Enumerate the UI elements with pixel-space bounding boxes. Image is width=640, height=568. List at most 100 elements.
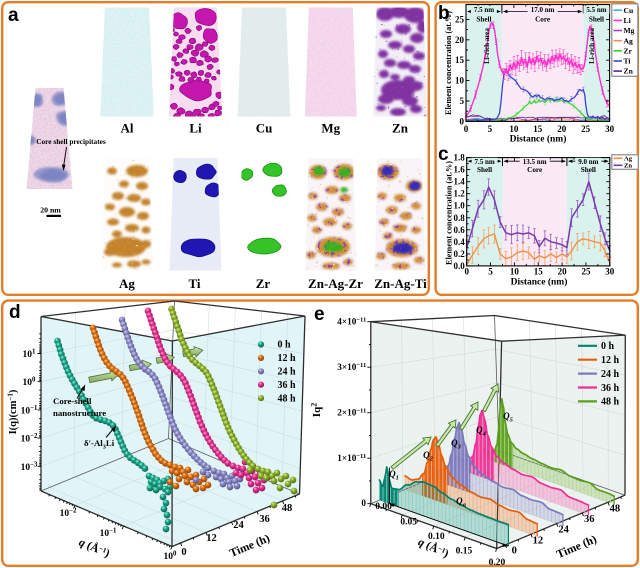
svg-text:Cu: Cu	[256, 121, 273, 136]
svg-text:e: e	[314, 304, 325, 325]
svg-text:24: 24	[558, 525, 569, 536]
svg-text:20: 20	[455, 35, 465, 45]
svg-text:b: b	[438, 3, 450, 24]
svg-text:Shell: Shell	[477, 166, 492, 174]
svg-text:0.15: 0.15	[456, 547, 473, 557]
svg-text:20: 20	[557, 124, 567, 134]
svg-text:Core-shell: Core-shell	[53, 396, 92, 406]
svg-text:1×10−11: 1×10−11	[337, 453, 366, 463]
svg-text:48 h: 48 h	[601, 397, 620, 408]
svg-text:101: 101	[23, 348, 37, 360]
svg-text:10−1: 10−1	[21, 405, 38, 417]
svg-text:4×10−11: 4×10−11	[337, 317, 366, 327]
svg-text:15: 15	[455, 55, 465, 65]
svg-text:12 h: 12 h	[601, 355, 620, 366]
svg-text:5: 5	[460, 96, 465, 106]
svg-text:Zn: Zn	[392, 121, 409, 136]
svg-text:15: 15	[533, 124, 543, 134]
svg-text:0.6: 0.6	[453, 225, 465, 235]
svg-text:Qa: Qa	[456, 496, 467, 509]
svg-text:13.5 nm: 13.5 nm	[523, 158, 547, 166]
svg-text:Mg: Mg	[321, 121, 340, 136]
svg-text:Li-rich area: Li-rich area	[588, 28, 596, 64]
svg-text:d: d	[9, 302, 21, 323]
svg-text:7.5 nm: 7.5 nm	[474, 158, 494, 166]
svg-text:c: c	[438, 144, 449, 165]
svg-text:Ti: Ti	[624, 57, 631, 66]
svg-text:25: 25	[581, 124, 591, 134]
svg-text:Q3: Q3	[451, 438, 462, 451]
svg-text:0.00: 0.00	[375, 502, 392, 512]
svg-text:3×10−11: 3×10−11	[337, 362, 366, 372]
svg-text:0: 0	[464, 267, 469, 277]
svg-text:1.6: 1.6	[453, 165, 465, 175]
svg-text:Q4: Q4	[476, 425, 487, 438]
svg-text:36: 36	[584, 514, 595, 525]
svg-text:1.4: 1.4	[453, 177, 465, 187]
svg-text:36: 36	[259, 514, 270, 525]
svg-text:36 h: 36 h	[278, 380, 297, 391]
svg-text:Distance (nm): Distance (nm)	[511, 277, 568, 288]
svg-text:48: 48	[610, 503, 621, 514]
svg-text:0.4: 0.4	[453, 237, 465, 247]
svg-text:30: 30	[605, 124, 615, 134]
svg-text:24: 24	[233, 520, 244, 531]
svg-text:a: a	[8, 5, 19, 26]
svg-text:Zn: Zn	[624, 163, 632, 170]
svg-text:Cu: Cu	[624, 6, 634, 15]
svg-text:10: 10	[510, 267, 520, 277]
svg-text:Ag: Ag	[624, 36, 633, 45]
svg-text:nanostructure: nanostructure	[53, 408, 106, 418]
svg-text:12 h: 12 h	[278, 353, 297, 364]
svg-text:2×10−11: 2×10−11	[337, 408, 366, 418]
svg-text:10−1: 10−1	[100, 528, 117, 540]
svg-text:Element concentration (at.%): Element concentration (at.%)	[444, 11, 453, 115]
svg-text:0: 0	[361, 498, 366, 508]
svg-text:5.5 nm: 5.5 nm	[586, 6, 606, 14]
svg-text:7.5 nm: 7.5 nm	[474, 6, 494, 14]
svg-text:Li-rich area: Li-rich area	[483, 28, 491, 64]
svg-text:Al: Al	[121, 121, 134, 136]
svg-text:Ti: Ti	[188, 276, 200, 291]
svg-text:0.2: 0.2	[453, 249, 465, 259]
svg-text:Distance (nm): Distance (nm)	[510, 134, 567, 145]
svg-text:10: 10	[455, 76, 465, 86]
svg-text:15: 15	[534, 267, 544, 277]
svg-text:1.0: 1.0	[453, 201, 465, 211]
svg-text:24 h: 24 h	[601, 369, 620, 380]
svg-text:10−3: 10−3	[21, 461, 38, 473]
svg-text:0.20: 0.20	[489, 558, 506, 568]
svg-text:Q2: Q2	[423, 450, 434, 463]
svg-text:0 h: 0 h	[601, 341, 615, 352]
svg-text:20: 20	[558, 267, 568, 277]
svg-text:0 h: 0 h	[278, 340, 292, 351]
svg-text:Zr: Zr	[624, 46, 633, 55]
svg-text:0.0: 0.0	[453, 261, 465, 271]
svg-text:Core: Core	[527, 166, 542, 174]
svg-text:Shell: Shell	[581, 166, 596, 174]
svg-text:Li: Li	[624, 16, 631, 25]
svg-text:36 h: 36 h	[601, 383, 620, 394]
svg-text:48 h: 48 h	[278, 393, 297, 404]
svg-text:1.8: 1.8	[453, 153, 465, 163]
svg-text:0: 0	[181, 547, 186, 558]
svg-text:30: 30	[605, 267, 615, 277]
svg-text:Q1: Q1	[389, 469, 399, 482]
svg-text:1.2: 1.2	[453, 189, 465, 199]
svg-text:0: 0	[460, 116, 465, 126]
svg-text:100: 100	[164, 551, 178, 563]
svg-text:9.0 nm: 9.0 nm	[578, 158, 598, 166]
svg-text:Ag: Ag	[624, 156, 633, 163]
svg-text:Q5: Q5	[503, 411, 514, 424]
svg-text:20 nm: 20 nm	[40, 206, 61, 215]
svg-text:100: 100	[23, 377, 37, 389]
svg-text:10−2: 10−2	[21, 433, 38, 445]
svg-text:Zn-Ag-Ti: Zn-Ag-Ti	[374, 276, 427, 291]
svg-text:Element concentration (at.%): Element concentration (at.%)	[445, 161, 454, 265]
svg-text:Li: Li	[189, 121, 202, 136]
svg-text:10: 10	[509, 124, 519, 134]
svg-text:12: 12	[206, 533, 217, 544]
svg-text:0.8: 0.8	[453, 213, 465, 223]
svg-text:δ'-Al3Li: δ'-Al3Li	[84, 438, 115, 451]
svg-text:Shell: Shell	[589, 16, 604, 24]
